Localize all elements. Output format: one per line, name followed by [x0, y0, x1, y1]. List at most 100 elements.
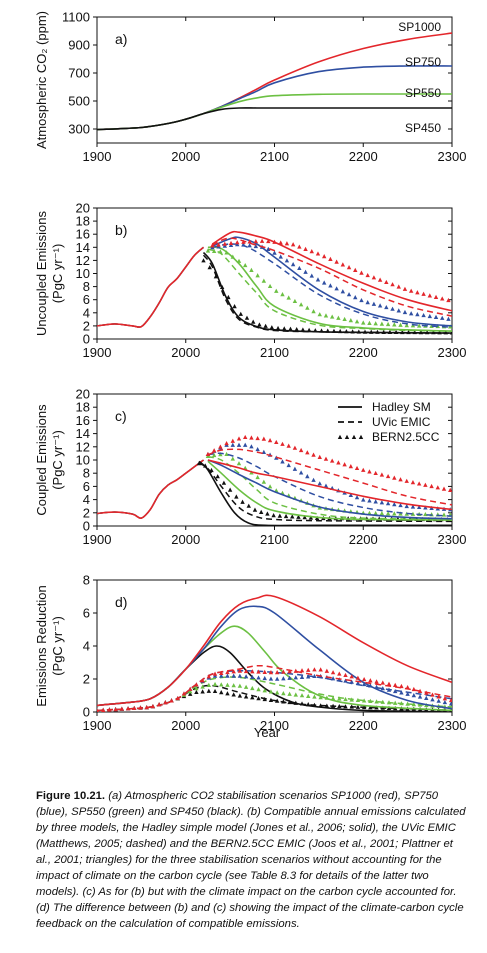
bern-marker-sp550: [298, 302, 304, 307]
bern-marker-sp750: [410, 504, 416, 509]
bern-marker-sp750: [365, 299, 370, 305]
bern-marker-sp750: [423, 505, 428, 510]
bern-marker-sp750: [225, 673, 230, 678]
bern-marker-sp450: [221, 480, 227, 485]
bern-marker-sp1000: [433, 294, 439, 300]
x-tick-label: 2300: [438, 345, 467, 360]
bern-marker-sp1000: [429, 483, 434, 489]
bern-marker-sp1000: [144, 705, 149, 710]
bern-marker-sp1000: [367, 469, 372, 474]
bern-marker-sp450: [290, 514, 295, 519]
x-tick-label: 2000: [171, 718, 200, 733]
plot-area: [97, 594, 452, 712]
y-axis-title: Uncoupled Emissions: [34, 211, 49, 337]
bern-marker-sp750: [230, 442, 235, 447]
bern-marker-sp750: [399, 690, 404, 695]
bern-marker-sp550: [305, 305, 310, 310]
legend-entry: BERN2.5CC: [372, 430, 440, 444]
plot-area: [97, 32, 452, 131]
figure-chart-stack: 1900 2000 2100 2200 23003005007009001100Atmo…: [34, 10, 466, 741]
bern-marker-sp550: [392, 322, 397, 327]
legend-triangle-swatch: [337, 434, 343, 439]
y-tick-label: 4: [83, 492, 90, 507]
series-label-sp550: SP550: [405, 86, 441, 100]
bern-marker-sp750: [353, 295, 358, 300]
bern-marker-sp1000: [163, 700, 168, 705]
bern-marker-sp750: [367, 498, 372, 503]
uvic-line-sp450: [198, 462, 452, 523]
bern-marker-sp750: [415, 312, 420, 317]
bern-marker-sp1000: [324, 668, 330, 673]
bern-marker-sp1000: [440, 296, 445, 301]
bern-marker-sp450: [308, 515, 314, 520]
historical-emissions-line: [97, 246, 204, 328]
bern-marker-sp450: [302, 515, 307, 520]
bern-marker-sp450: [355, 704, 361, 709]
bern-marker-sp750: [411, 693, 417, 698]
bern-marker-sp750: [231, 673, 236, 678]
bern-marker-sp450: [240, 499, 245, 504]
y-tick-label: 18: [76, 400, 90, 415]
bern-marker-sp750: [243, 442, 248, 447]
series-line-sp1000: [97, 32, 452, 131]
bern-marker-sp1000: [236, 436, 242, 441]
x-tick-label: 2200: [349, 345, 378, 360]
bern-marker-sp1000: [408, 288, 414, 293]
bern-marker-sp1000: [317, 454, 322, 459]
bern-marker-sp450: [251, 319, 256, 324]
bern-marker-sp550: [243, 684, 249, 689]
bern-marker-sp450: [269, 325, 275, 330]
y-tick-label: 16: [76, 227, 90, 242]
bern-marker-sp1000: [343, 672, 348, 678]
hadley-line-sp450: [198, 460, 452, 526]
y-tick-label: 8: [83, 573, 90, 588]
bern-marker-sp1000: [259, 238, 265, 243]
bern-marker-sp450: [187, 691, 193, 696]
series-line-sp550: [97, 93, 452, 131]
bern-marker-sp550: [385, 321, 391, 327]
bern-marker-sp1000: [298, 447, 304, 453]
plot-area: [97, 434, 452, 526]
uvic-line-sp750: [207, 452, 452, 517]
bern-marker-sp750: [343, 678, 348, 683]
bern-marker-sp1000: [228, 240, 234, 246]
bern-marker-sp550: [287, 691, 292, 696]
bern-marker-sp1000: [235, 240, 240, 245]
bern-marker-sp1000: [334, 259, 339, 264]
bern-marker-sp1000: [379, 472, 385, 477]
x-tick-label: 2200: [349, 149, 378, 164]
panel-a: 1900 2000 2100 2200 2300 300 500 700 900 1100 Atmo…: [34, 10, 466, 165]
bern-marker-sp750: [427, 313, 433, 319]
bern-marker-sp750: [219, 673, 224, 678]
bern-marker-sp450: [294, 326, 299, 332]
bern-marker-sp550: [274, 288, 279, 293]
legend-triangle-swatch: [344, 434, 350, 439]
bern-marker-sp450: [277, 513, 283, 518]
bern-marker-sp750: [436, 698, 441, 703]
bern-marker-sp1000: [262, 669, 267, 674]
bern-marker-sp550: [211, 248, 217, 254]
bern-marker-sp550: [411, 702, 417, 707]
bern-marker-sp450: [244, 315, 250, 320]
bern-marker-sp550: [343, 696, 348, 702]
x-tick-label: 2100: [260, 532, 289, 547]
bern-marker-sp750: [286, 462, 291, 468]
bern-marker-sp450: [324, 703, 330, 708]
bern-marker-sp1000: [329, 458, 335, 463]
y-tick-label: 20: [76, 201, 90, 216]
y-tick-label: 10: [76, 453, 90, 468]
bern-marker-sp750: [255, 446, 260, 452]
bern-marker-sp750: [430, 697, 435, 702]
uvic-line-sp1000: [212, 237, 452, 317]
hadley-line-sp750: [212, 236, 452, 327]
bern-marker-sp550: [398, 511, 403, 516]
y-axis-title-units: (PgC yr⁻¹): [50, 430, 65, 490]
bern-marker-sp1000: [448, 697, 452, 703]
bern-marker-sp450: [212, 688, 218, 694]
bern-marker-sp550: [262, 688, 267, 693]
bern-marker-sp550: [336, 315, 341, 320]
hadley-line-sp550: [207, 460, 452, 521]
figure-caption: Figure 10.21. (a) Atmospheric CO2 stabil…: [36, 788, 466, 932]
